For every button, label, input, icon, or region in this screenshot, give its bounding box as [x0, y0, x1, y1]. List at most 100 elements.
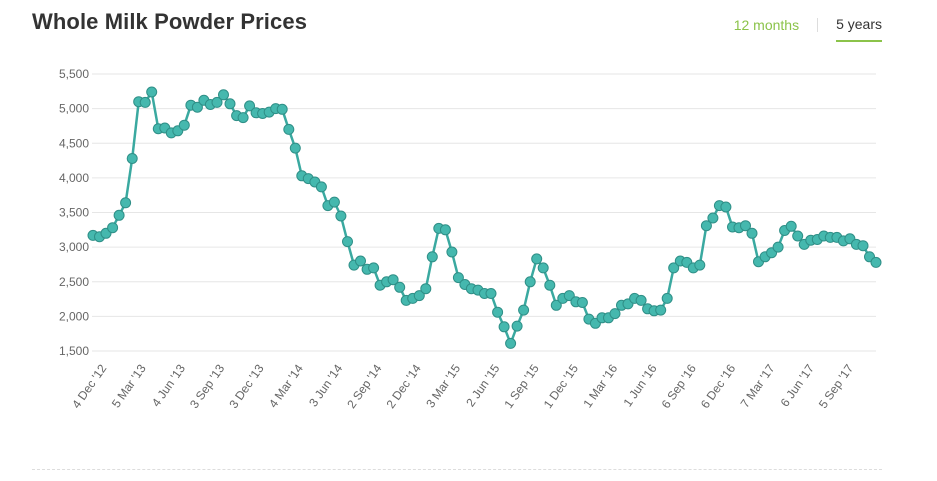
- tab-5-years[interactable]: 5 years: [836, 16, 882, 42]
- data-point[interactable]: [426, 251, 438, 263]
- data-point[interactable]: [655, 304, 667, 316]
- y-tick-label: 1,500: [59, 344, 89, 358]
- y-tick-label: 4,000: [59, 171, 89, 185]
- range-tabs: 12 months 5 years: [734, 16, 882, 42]
- data-point[interactable]: [537, 262, 549, 274]
- y-tick-label: 2,500: [59, 275, 89, 289]
- data-point[interactable]: [661, 292, 673, 304]
- x-tick-label: 3 Jun '14: [306, 361, 345, 409]
- data-point[interactable]: [452, 272, 464, 284]
- data-point[interactable]: [335, 210, 347, 222]
- x-tick-label: 4 Dec '12: [69, 361, 110, 411]
- footer-divider: [32, 469, 882, 470]
- data-point[interactable]: [505, 337, 517, 349]
- y-tick-label: 5,500: [59, 67, 89, 81]
- data-point[interactable]: [576, 297, 588, 308]
- data-point[interactable]: [524, 276, 536, 288]
- x-tick-label: 1 Mar '16: [580, 361, 620, 410]
- data-point[interactable]: [485, 288, 497, 299]
- x-tick-label: 4 Mar '14: [266, 361, 306, 410]
- data-point[interactable]: [191, 101, 203, 113]
- x-tick-label: 2 Dec '14: [384, 361, 425, 411]
- x-axis: 4 Dec '12 5 Mar '13 4 Jun '133 Sep '133 De…: [69, 361, 856, 411]
- data-point[interactable]: [315, 181, 327, 193]
- y-tick-label: 5,000: [59, 102, 89, 116]
- x-tick-label: 5 Mar '13: [109, 361, 149, 410]
- data-point[interactable]: [420, 283, 432, 295]
- data-point[interactable]: [413, 290, 425, 302]
- data-point[interactable]: [446, 246, 458, 258]
- data-point[interactable]: [211, 96, 223, 108]
- tab-12-months[interactable]: 12 months: [733, 17, 800, 33]
- data-point[interactable]: [492, 306, 504, 318]
- data-point[interactable]: [276, 103, 288, 115]
- data-point[interactable]: [635, 294, 647, 306]
- data-point[interactable]: [707, 212, 719, 224]
- data-point[interactable]: [224, 98, 236, 110]
- data-point[interactable]: [218, 89, 229, 101]
- data-point[interactable]: [126, 153, 138, 164]
- x-tick-label: 3 Sep '13: [187, 361, 228, 411]
- x-tick-label: 5 Sep '17: [816, 361, 857, 411]
- chart-grid: [92, 73, 876, 352]
- data-point[interactable]: [531, 253, 543, 265]
- data-point[interactable]: [439, 224, 451, 236]
- data-point[interactable]: [113, 209, 125, 221]
- data-point[interactable]: [785, 220, 797, 232]
- data-point[interactable]: [328, 196, 340, 208]
- data-point[interactable]: [870, 256, 882, 268]
- data-point[interactable]: [792, 230, 804, 242]
- x-tick-label: 6 Sep '16: [659, 361, 700, 411]
- y-tick-label: 2,000: [59, 309, 89, 323]
- data-point[interactable]: [146, 86, 158, 98]
- x-tick-label: 2 Sep '14: [344, 361, 385, 411]
- data-point[interactable]: [518, 304, 530, 316]
- x-tick-label: 3 Dec '13: [226, 361, 267, 411]
- y-tick-label: 3,000: [59, 240, 89, 254]
- y-tick-label: 3,500: [59, 206, 89, 220]
- data-point[interactable]: [387, 274, 399, 286]
- data-point[interactable]: [283, 123, 295, 135]
- data-point[interactable]: [668, 262, 680, 274]
- data-point[interactable]: [772, 241, 784, 253]
- data-point[interactable]: [178, 119, 190, 131]
- page-title: Whole Milk Powder Prices: [32, 9, 308, 34]
- x-tick-label: 7 Mar '17: [738, 361, 778, 410]
- data-point[interactable]: [511, 320, 523, 332]
- data-point[interactable]: [720, 201, 732, 213]
- data-point[interactable]: [237, 112, 249, 124]
- y-axis: 1,500 2,000 2,500 3,000 3,500 4,000 4,500 5,000…: [59, 67, 89, 358]
- tab-separator: [817, 18, 819, 32]
- data-point[interactable]: [139, 96, 151, 108]
- data-point[interactable]: [244, 100, 256, 112]
- data-point[interactable]: [746, 227, 758, 239]
- data-point[interactable]: [544, 279, 556, 291]
- data-point[interactable]: [120, 197, 132, 209]
- data-point[interactable]: [857, 240, 869, 252]
- series-points: [87, 86, 882, 349]
- data-point[interactable]: [563, 290, 575, 302]
- data-point[interactable]: [355, 255, 366, 267]
- data-point[interactable]: [394, 281, 406, 293]
- data-point[interactable]: [107, 222, 119, 234]
- x-tick-label: 6 Dec '16: [698, 361, 739, 411]
- data-point[interactable]: [694, 259, 706, 271]
- x-tick-label: 4 Jun '13: [149, 361, 188, 409]
- data-point[interactable]: [342, 236, 353, 248]
- x-tick-label: 1 Sep '15: [501, 361, 542, 411]
- x-tick-label: 6 Jun '17: [778, 361, 817, 409]
- data-point[interactable]: [498, 321, 510, 333]
- data-point[interactable]: [289, 142, 301, 154]
- x-tick-label: 3 Mar '15: [423, 361, 463, 410]
- x-tick-label: 2 Jun '15: [463, 361, 502, 409]
- y-tick-label: 4,500: [59, 136, 89, 150]
- x-tick-label: 1 Dec '15: [541, 361, 582, 411]
- x-tick-label: 1 Jun '16: [620, 361, 659, 409]
- series-line: [92, 90, 877, 345]
- data-point[interactable]: [700, 220, 712, 232]
- data-point[interactable]: [550, 299, 562, 311]
- data-point[interactable]: [368, 262, 380, 274]
- data-point[interactable]: [740, 220, 751, 232]
- data-point[interactable]: [609, 308, 621, 320]
